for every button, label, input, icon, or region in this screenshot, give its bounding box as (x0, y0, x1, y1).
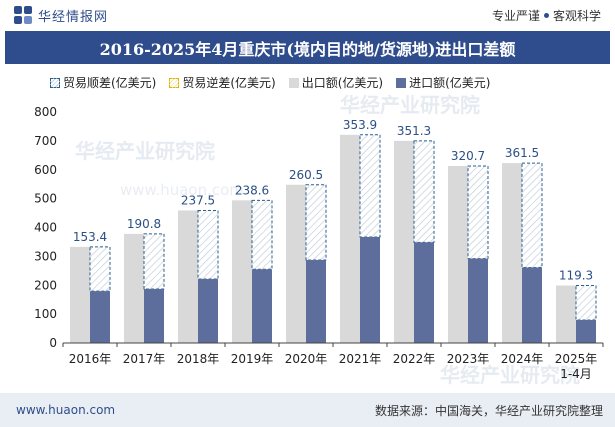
y-tick-label: 100 (34, 307, 57, 321)
surplus-bar (413, 140, 435, 243)
export-bar (286, 184, 306, 343)
export-bar (178, 210, 198, 343)
legend-item-deficit: 贸易逆差(亿美元) (169, 74, 276, 91)
x-tick-label: 2019年 (231, 352, 274, 366)
import-bar (90, 291, 110, 343)
import-bar (360, 236, 380, 343)
legend-item-import: 进口额(亿美元) (396, 74, 491, 91)
chart-canvas: 华经产业研究院 华经产业研究院 www.huaon.com 华经产业研究院 0 1… (34, 93, 604, 387)
x-tick-label: 1-4月 (560, 367, 592, 381)
export-bar (70, 246, 90, 343)
y-tick-label: 300 (34, 249, 57, 263)
export-bar (448, 165, 468, 343)
export-bar (556, 285, 576, 343)
watermark-text: 华经产业研究院 (340, 93, 480, 117)
watermark-url: www.huaon.com (120, 181, 244, 199)
import-bar (198, 279, 218, 343)
x-tick-label: 2024年 (501, 352, 544, 366)
legend-item-export: 出口额(亿美元) (288, 74, 384, 91)
surplus-data-label: 351.3 (397, 124, 431, 138)
surplus-data-label: 260.5 (289, 168, 323, 182)
y-tick-label: 0 (49, 336, 57, 350)
surplus-bar (359, 134, 381, 238)
footer: www.huaon.com 数据来源：中国海关，华经产业研究院整理 (0, 393, 615, 427)
surplus-data-label: 153.4 (73, 230, 107, 244)
surplus-bar (197, 209, 219, 280)
x-tick-label: 2016年 (69, 352, 112, 366)
import-bar (468, 258, 488, 343)
footer-url: www.huaon.com (16, 403, 116, 417)
x-tick-label: 2023年 (447, 352, 490, 366)
import-bar (252, 269, 272, 343)
legend-label-import: 进口额(亿美元) (409, 76, 491, 90)
legend-swatch-deficit (169, 77, 180, 88)
surplus-data-label: 361.5 (505, 146, 539, 160)
watermark-text: 华经产业研究院 (75, 139, 215, 163)
y-tick-label: 200 (34, 278, 57, 292)
footer-source: 数据来源：中国海关，华经产业研究院整理 (374, 403, 603, 418)
x-tick-label: 2018年 (177, 352, 220, 366)
y-tick-label: 700 (34, 134, 57, 148)
brand-name: 华经情报网 (38, 9, 109, 25)
brand: 华经情报网 (14, 6, 108, 25)
x-tick-label: 2017年 (123, 352, 166, 366)
export-bar (232, 200, 252, 343)
x-tick-label: 2022年 (393, 352, 436, 366)
surplus-bar (467, 165, 489, 260)
x-tick-label: 2025年 (555, 352, 598, 366)
export-bar (502, 163, 522, 343)
top-bar: 华经情报网 专业严谨 客观科学 (0, 0, 615, 30)
x-tick-label: 2021年 (339, 352, 382, 366)
legend-label-deficit: 贸易逆差(亿美元) (182, 76, 276, 90)
slogan-dot-icon (543, 12, 549, 18)
surplus-data-label: 119.3 (559, 269, 593, 283)
slogan-left: 专业严谨 (491, 8, 540, 23)
huajing-logo-icon (14, 6, 32, 24)
plot-area: 0 100 200 300 400 500 600 700 800 153.4 2016年 190.8… (34, 105, 604, 381)
surplus-data-label: 320.7 (451, 149, 485, 163)
legend-label-export: 出口额(亿美元) (301, 76, 384, 90)
export-bar (340, 134, 360, 343)
y-tick-label: 400 (34, 221, 57, 235)
y-tick-label: 500 (34, 192, 57, 206)
export-bar (124, 233, 144, 343)
surplus-bar (89, 246, 111, 292)
surplus-bar (575, 285, 597, 321)
slogan: 专业严谨 客观科学 (492, 7, 601, 24)
surplus-bar (251, 199, 273, 270)
x-tick-label: 2020年 (285, 352, 328, 366)
legend-swatch-import (396, 77, 407, 88)
surplus-bar (521, 162, 543, 268)
import-bar (522, 267, 542, 343)
surplus-data-label: 190.8 (127, 217, 161, 231)
slogan-right: 客观科学 (552, 8, 601, 23)
chart-title: 2016-2025年4月重庆市(境内目的地/货源地)进出口差额 (5, 31, 610, 64)
chart-legend: 贸易顺差(亿美元) 贸易逆差(亿美元) 出口额(亿美元) 进口额(亿美元) (50, 74, 491, 91)
y-tick-label: 800 (34, 105, 57, 119)
surplus-data-label: 353.9 (343, 118, 377, 132)
export-bar (394, 140, 414, 343)
import-bar (576, 319, 596, 343)
surplus-bar (305, 184, 327, 261)
legend-swatch-export (288, 77, 299, 88)
legend-label-surplus: 贸易顺差(亿美元) (63, 76, 157, 90)
surplus-data-label: 238.6 (235, 183, 269, 197)
watermark-text: 华经产业研究院 (440, 363, 580, 387)
import-bar (144, 288, 164, 343)
import-bar (306, 259, 326, 343)
y-tick-label: 600 (34, 163, 57, 177)
surplus-bar (143, 233, 165, 290)
legend-item-surplus: 贸易顺差(亿美元) (50, 74, 156, 91)
import-bar (414, 242, 434, 343)
legend-swatch-surplus (50, 77, 60, 88)
surplus-data-label: 237.5 (181, 193, 215, 207)
